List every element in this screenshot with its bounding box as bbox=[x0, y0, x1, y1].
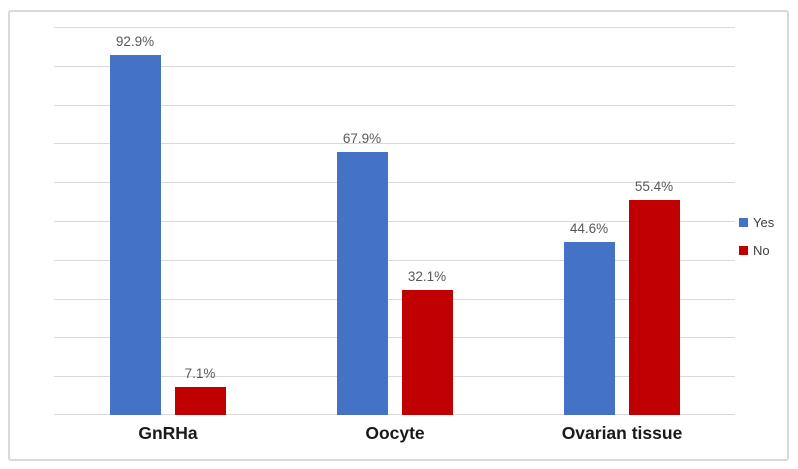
bar-yes-ovarian-tissue bbox=[564, 242, 615, 415]
gridline bbox=[54, 376, 735, 377]
legend: Yes No bbox=[739, 216, 774, 257]
data-label-yes-ovarian-tissue: 44.6% bbox=[569, 221, 609, 236]
data-label-yes-gnrha: 92.9% bbox=[115, 34, 155, 49]
gridline bbox=[54, 299, 735, 300]
category-label-oocyte: Oocyte bbox=[365, 423, 425, 443]
data-label-yes-oocyte: 67.9% bbox=[342, 131, 382, 146]
legend-label-yes: Yes bbox=[753, 215, 775, 230]
legend-item-yes: Yes bbox=[739, 216, 774, 229]
data-label-no-oocyte: 32.1% bbox=[407, 269, 447, 284]
bar-no-oocyte bbox=[402, 290, 453, 415]
bar-yes-oocyte bbox=[337, 152, 388, 415]
gridline bbox=[54, 66, 735, 67]
data-label-no-ovarian-tissue: 55.4% bbox=[634, 179, 674, 194]
gridline bbox=[54, 221, 735, 222]
bar-no-gnrha bbox=[175, 387, 226, 415]
bar-yes-gnrha bbox=[110, 55, 161, 415]
x-axis-baseline bbox=[54, 414, 735, 415]
bar-no-ovarian-tissue bbox=[629, 200, 680, 415]
gridline bbox=[54, 143, 735, 144]
legend-label-no: No bbox=[753, 243, 770, 258]
gridline bbox=[54, 337, 735, 338]
plot-area: 92.9% 7.1% 67.9% 32.1% 44.6% 55.4% bbox=[54, 27, 735, 415]
legend-swatch-yes bbox=[739, 218, 748, 227]
legend-swatch-no bbox=[739, 246, 748, 255]
gridline bbox=[54, 260, 735, 261]
category-label-gnrha: GnRHa bbox=[138, 423, 198, 443]
chart-frame: 92.9% 7.1% 67.9% 32.1% 44.6% 55.4% Yes No GnRH… bbox=[8, 10, 789, 461]
gridline bbox=[54, 182, 735, 183]
category-label-ovarian-tissue: Ovarian tissue bbox=[561, 423, 683, 443]
data-label-no-gnrha: 7.1% bbox=[184, 366, 216, 381]
gridline bbox=[54, 27, 735, 28]
gridline bbox=[54, 105, 735, 106]
legend-item-no: No bbox=[739, 244, 774, 257]
